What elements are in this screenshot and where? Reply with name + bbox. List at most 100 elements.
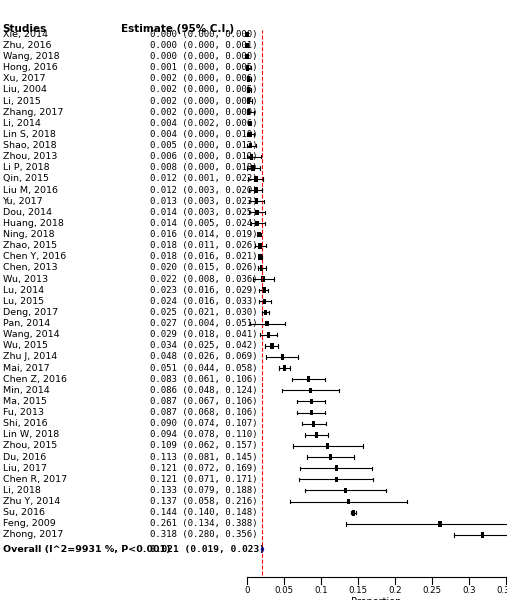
Text: Proportion: Proportion	[351, 597, 402, 600]
Bar	[257, 232, 261, 238]
Bar	[254, 176, 258, 182]
Text: Li, 2015: Li, 2015	[3, 97, 41, 106]
Bar	[246, 76, 250, 82]
Text: Xie, 2014: Xie, 2014	[3, 30, 48, 39]
Text: Liu, 2004: Liu, 2004	[3, 85, 47, 94]
Bar	[245, 54, 249, 59]
Bar	[246, 87, 250, 93]
Bar	[347, 499, 350, 505]
Text: Lin S, 2018: Lin S, 2018	[3, 130, 55, 139]
Text: 0.002 (0.000, 0.009): 0.002 (0.000, 0.009)	[150, 108, 257, 117]
Text: Wang, 2018: Wang, 2018	[3, 52, 59, 61]
Bar	[335, 466, 338, 471]
Bar	[246, 98, 250, 104]
Bar	[352, 510, 355, 515]
Text: 0.001 (0.000, 0.005): 0.001 (0.000, 0.005)	[150, 63, 257, 72]
Text: Zhong, 2017: Zhong, 2017	[3, 530, 63, 539]
Text: Li, 2014: Li, 2014	[3, 119, 41, 128]
Text: 0.000 (0.000, 0.000): 0.000 (0.000, 0.000)	[150, 52, 257, 61]
Text: Chen Z, 2016: Chen Z, 2016	[3, 375, 66, 384]
Bar	[267, 332, 270, 338]
Bar	[260, 265, 264, 271]
Text: 0.318 (0.280, 0.356): 0.318 (0.280, 0.356)	[150, 530, 257, 539]
Text: 0.087 (0.068, 0.106): 0.087 (0.068, 0.106)	[150, 408, 257, 417]
Bar	[281, 354, 284, 360]
Text: Yu, 2017: Yu, 2017	[3, 197, 43, 206]
Text: Lin W, 2018: Lin W, 2018	[3, 430, 59, 439]
Text: Zhou, 2015: Zhou, 2015	[3, 442, 57, 451]
Text: 0.014 (0.003, 0.025): 0.014 (0.003, 0.025)	[150, 208, 257, 217]
Polygon shape	[261, 547, 264, 553]
Text: 0.051 (0.044, 0.058): 0.051 (0.044, 0.058)	[150, 364, 257, 373]
Text: 0.025 (0.021, 0.030): 0.025 (0.021, 0.030)	[150, 308, 257, 317]
Text: 0.013 (0.003, 0.023): 0.013 (0.003, 0.023)	[150, 197, 257, 206]
Text: Du, 2016: Du, 2016	[3, 452, 46, 461]
Text: Chen, 2013: Chen, 2013	[3, 263, 57, 272]
Text: 0.020 (0.015, 0.026): 0.020 (0.015, 0.026)	[150, 263, 257, 272]
Text: 0.029 (0.018, 0.041): 0.029 (0.018, 0.041)	[150, 330, 257, 339]
Bar	[249, 154, 253, 160]
Text: 0.000 (0.000, 0.001): 0.000 (0.000, 0.001)	[150, 41, 257, 50]
Text: Dou, 2014: Dou, 2014	[3, 208, 52, 217]
Text: 0.023 (0.016, 0.029): 0.023 (0.016, 0.029)	[150, 286, 257, 295]
Bar	[248, 121, 251, 126]
Text: Qin, 2015: Qin, 2015	[3, 175, 49, 184]
Bar	[264, 310, 267, 315]
Bar	[245, 32, 249, 37]
Text: 0.014 (0.005, 0.024): 0.014 (0.005, 0.024)	[150, 219, 257, 228]
Text: Ning, 2018: Ning, 2018	[3, 230, 54, 239]
Bar	[344, 488, 347, 493]
Text: 0.25: 0.25	[422, 586, 442, 595]
Text: 0.018 (0.011, 0.026): 0.018 (0.011, 0.026)	[150, 241, 257, 250]
Text: 0.1: 0.1	[314, 586, 328, 595]
Text: 0.113 (0.081, 0.145): 0.113 (0.081, 0.145)	[150, 452, 257, 461]
Text: 0.034 (0.025, 0.042): 0.034 (0.025, 0.042)	[150, 341, 257, 350]
Text: Lu, 2014: Lu, 2014	[3, 286, 44, 295]
Text: 0.094 (0.078, 0.110): 0.094 (0.078, 0.110)	[150, 430, 257, 439]
Text: Huang, 2018: Huang, 2018	[3, 219, 63, 228]
Bar	[259, 254, 262, 260]
Text: 0.027 (0.004, 0.051): 0.027 (0.004, 0.051)	[150, 319, 257, 328]
Bar	[245, 43, 249, 48]
Text: Zhu, 2016: Zhu, 2016	[3, 41, 51, 50]
Text: Zhang, 2017: Zhang, 2017	[3, 108, 63, 117]
Bar	[310, 410, 313, 415]
Bar	[259, 243, 262, 248]
Text: 0.002 (0.000, 0.005): 0.002 (0.000, 0.005)	[150, 85, 257, 94]
Bar	[326, 443, 330, 449]
Text: Deng, 2017: Deng, 2017	[3, 308, 58, 317]
Text: Min, 2014: Min, 2014	[3, 386, 49, 395]
Text: 0.261 (0.134, 0.388): 0.261 (0.134, 0.388)	[150, 520, 257, 529]
Text: 0.048 (0.026, 0.069): 0.048 (0.026, 0.069)	[150, 352, 257, 361]
Text: 0.086 (0.048, 0.124): 0.086 (0.048, 0.124)	[150, 386, 257, 395]
Bar	[309, 388, 312, 393]
Bar	[283, 365, 286, 371]
Text: Fu, 2013: Fu, 2013	[3, 408, 44, 417]
Text: 0.15: 0.15	[348, 586, 368, 595]
Text: Su, 2016: Su, 2016	[3, 508, 45, 517]
Text: 0.008 (0.000, 0.018): 0.008 (0.000, 0.018)	[150, 163, 257, 172]
Bar	[246, 65, 249, 71]
Text: 0.021 (0.019, 0.023): 0.021 (0.019, 0.023)	[150, 545, 265, 554]
Bar	[262, 287, 266, 293]
Text: Zhou, 2013: Zhou, 2013	[3, 152, 57, 161]
Text: 0.002 (0.000, 0.007): 0.002 (0.000, 0.007)	[150, 97, 257, 106]
Bar	[270, 343, 274, 349]
Bar	[251, 165, 255, 170]
Text: Ma, 2015: Ma, 2015	[3, 397, 47, 406]
Text: 0.2: 0.2	[388, 586, 402, 595]
Text: Overall (I^2=9931 %, P<0.001): Overall (I^2=9931 %, P<0.001)	[3, 545, 170, 554]
Bar	[329, 454, 332, 460]
Text: 0.006 (0.000, 0.019): 0.006 (0.000, 0.019)	[150, 152, 257, 161]
Text: 0.004 (0.000, 0.010): 0.004 (0.000, 0.010)	[150, 130, 257, 139]
Text: 0.005 (0.000, 0.012): 0.005 (0.000, 0.012)	[150, 141, 257, 150]
Bar	[256, 209, 259, 215]
Text: 0.35: 0.35	[496, 586, 507, 595]
Text: Wu, 2015: Wu, 2015	[3, 341, 48, 350]
Text: 0.016 (0.014, 0.019): 0.016 (0.014, 0.019)	[150, 230, 257, 239]
Text: 0.018 (0.016, 0.021): 0.018 (0.016, 0.021)	[150, 253, 257, 262]
Text: 0.137 (0.058, 0.216): 0.137 (0.058, 0.216)	[150, 497, 257, 506]
Text: 0.024 (0.016, 0.033): 0.024 (0.016, 0.033)	[150, 297, 257, 306]
Text: 0.109 (0.062, 0.157): 0.109 (0.062, 0.157)	[150, 442, 257, 451]
Bar	[246, 109, 250, 115]
